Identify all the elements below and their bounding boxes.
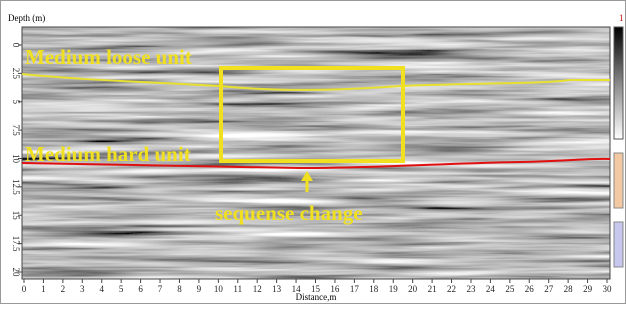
x-tick-label: 12 <box>253 284 262 294</box>
y-tick-label: 10 <box>11 154 21 164</box>
page: {"y_axis": {"label": "Depth (m)", "ticks… <box>0 0 626 304</box>
x-tick-label: 23 <box>466 284 476 294</box>
x-tick-label: 13 <box>272 284 282 294</box>
x-tick-label: 18 <box>369 284 379 294</box>
y-tick-label: 12.5 <box>11 179 21 195</box>
x-tick-label: 11 <box>233 284 242 294</box>
x-tick-label: 6 <box>138 284 143 294</box>
upper-unit-label: Medium loose unit <box>25 45 192 69</box>
x-tick-label: 30 <box>603 284 613 294</box>
x-tick-label: 25 <box>505 284 515 294</box>
x-tick-label: 28 <box>564 284 574 294</box>
x-tick-label: 7 <box>158 284 163 294</box>
x-tick-label: 24 <box>486 284 496 294</box>
colorbar-segment <box>614 222 623 267</box>
x-tick-label: 16 <box>330 284 340 294</box>
x-tick-label: 9 <box>197 284 202 294</box>
lower-unit-label: Medium hard unit <box>25 142 191 166</box>
y-tick-label: 2.5 <box>11 68 21 80</box>
colorbar-label: 1 <box>619 13 624 23</box>
y-tick-label: 15 <box>11 211 21 221</box>
radargram-figure: Depth (m) Distance,m 1 Medium loose unit… <box>0 0 626 304</box>
x-tick-label: 29 <box>583 284 593 294</box>
y-axis-label: Depth (m) <box>8 13 45 23</box>
y-tick-label: 5 <box>11 100 21 105</box>
colorbar <box>614 27 623 139</box>
x-tick-label: 4 <box>99 284 104 294</box>
x-tick-label: 22 <box>447 284 456 294</box>
colorbar-segment <box>614 153 623 208</box>
x-tick-label: 8 <box>177 284 182 294</box>
y-tick-label: 0 <box>11 43 21 48</box>
y-tick-label: 20 <box>11 268 21 278</box>
x-tick-label: 5 <box>119 284 124 294</box>
x-tick-label: 1 <box>41 284 46 294</box>
change-label: sequense change <box>215 201 363 225</box>
x-tick-label: 26 <box>525 284 535 294</box>
x-tick-label: 15 <box>311 284 321 294</box>
x-tick-label: 21 <box>428 284 437 294</box>
x-tick-label: 2 <box>61 284 66 294</box>
y-tick-label: 7.5 <box>11 125 21 137</box>
y-tick-label: 17.5 <box>11 236 21 252</box>
x-tick-label: 14 <box>292 284 302 294</box>
x-tick-label: 20 <box>408 284 418 294</box>
x-tick-label: 19 <box>389 284 399 294</box>
x-tick-label: 3 <box>80 284 85 294</box>
x-tick-label: 10 <box>214 284 224 294</box>
x-tick-label: 0 <box>22 284 27 294</box>
x-tick-label: 27 <box>544 284 554 294</box>
x-tick-label: 17 <box>350 284 360 294</box>
